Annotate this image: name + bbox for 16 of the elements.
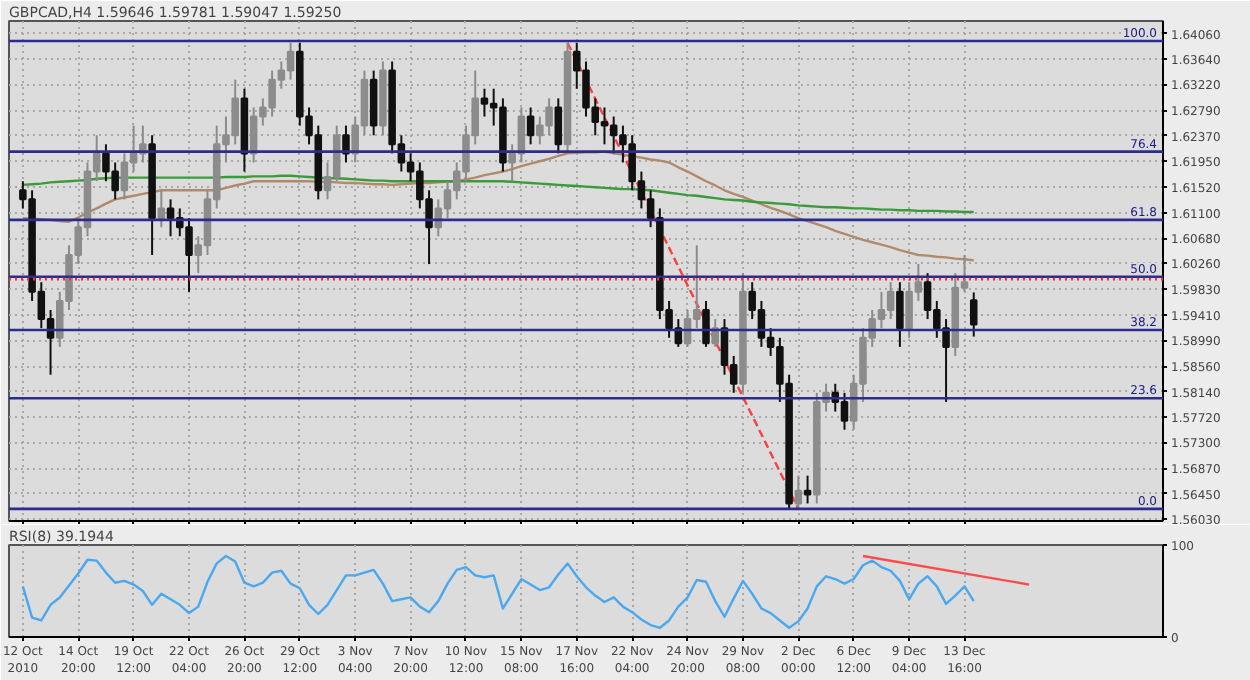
candlestick xyxy=(286,41,295,81)
candlestick xyxy=(480,87,489,118)
line-series xyxy=(21,554,975,629)
candlestick xyxy=(526,106,535,146)
candlestick xyxy=(969,291,978,338)
candlestick xyxy=(702,299,710,348)
candlestick xyxy=(554,97,563,155)
candlestick xyxy=(896,281,904,348)
candlestick xyxy=(711,318,720,348)
candlestick xyxy=(794,474,803,510)
candlestick xyxy=(332,124,341,183)
candlestick xyxy=(120,152,129,201)
candlestick xyxy=(157,189,166,229)
candlestick xyxy=(369,69,378,137)
candlestick xyxy=(803,474,812,505)
candlestick xyxy=(886,281,895,321)
